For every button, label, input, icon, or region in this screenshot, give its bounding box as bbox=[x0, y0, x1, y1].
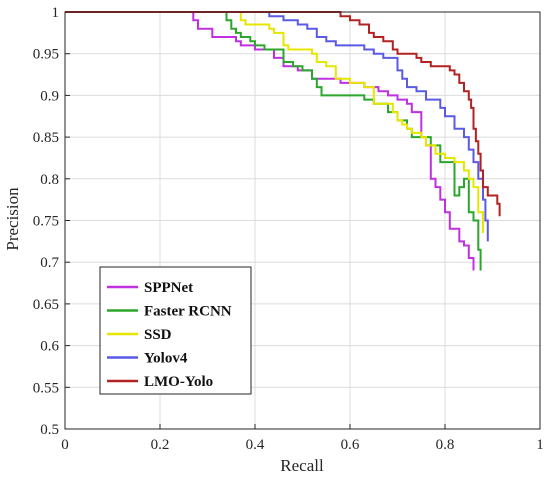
y-tick-label: 0.9 bbox=[40, 88, 59, 104]
x-tick-label: 1 bbox=[536, 437, 544, 453]
series-line-faster-rcnn bbox=[65, 11, 482, 271]
series-layer bbox=[65, 11, 501, 271]
x-tick-label: 0.6 bbox=[341, 437, 360, 453]
series-line-yolov4 bbox=[65, 11, 489, 242]
legend: SPPNet Faster RCNN SSD Yolov4 LMO-Yolo bbox=[99, 266, 252, 395]
x-tick-label: 0 bbox=[61, 437, 69, 453]
y-tick-label: 1 bbox=[52, 5, 60, 21]
tick-layer: 0 0.2 0.4 0.6 0.8 1 0.5 0.55 0.6 0.65 0.7 0.75 0.8 0.… bbox=[33, 5, 544, 453]
legend-label-lmo-yolo: LMO-Yolo bbox=[144, 374, 213, 390]
series-line-ssd bbox=[65, 11, 484, 233]
x-axis-title: Recall bbox=[280, 456, 324, 475]
series-line-sppnet bbox=[65, 11, 475, 271]
x-tick-label: 0.4 bbox=[246, 437, 265, 453]
y-tick-label: 0.8 bbox=[40, 172, 59, 188]
legend-label-sppnet: SPPNet bbox=[144, 280, 193, 296]
x-tick-label: 0.2 bbox=[151, 437, 170, 453]
y-tick-label: 0.85 bbox=[33, 130, 59, 146]
legend-label-ssd: SSD bbox=[144, 327, 172, 343]
y-tick-label: 0.5 bbox=[40, 422, 59, 438]
y-tick-label: 0.95 bbox=[33, 47, 59, 63]
legend-label-yolov4: Yolov4 bbox=[144, 351, 188, 367]
x-tick-label: 0.8 bbox=[436, 437, 455, 453]
y-tick-label: 0.75 bbox=[33, 214, 59, 230]
y-tick-label: 0.65 bbox=[33, 297, 59, 313]
y-axis-title: Precision bbox=[3, 187, 22, 251]
y-tick-label: 0.6 bbox=[40, 339, 59, 355]
legend-label-faster-rcnn: Faster RCNN bbox=[144, 304, 232, 320]
y-tick-label: 0.55 bbox=[33, 380, 59, 396]
y-tick-label: 0.7 bbox=[40, 255, 59, 271]
series-line-lmo-yolo bbox=[65, 11, 501, 217]
